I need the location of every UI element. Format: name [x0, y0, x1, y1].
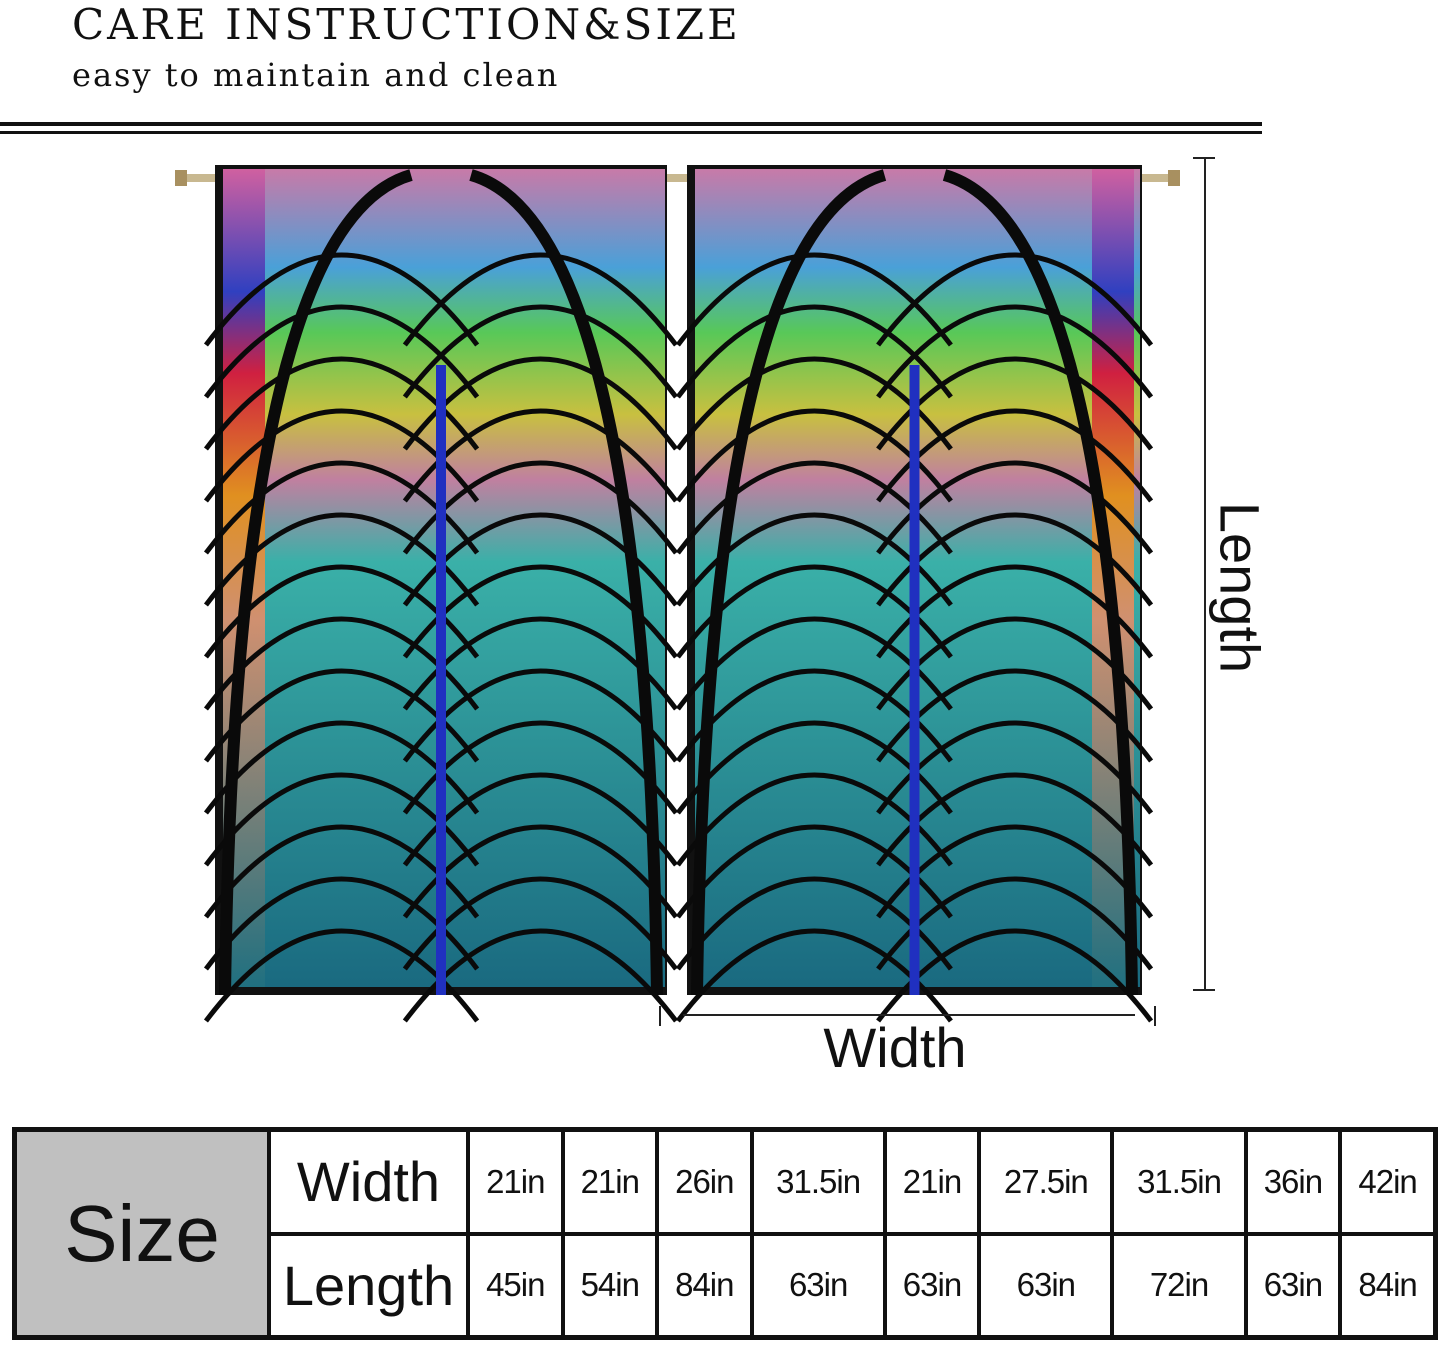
width-cell: 21in [560, 1127, 660, 1236]
curtain-panel-left [203, 165, 679, 1023]
length-cell: 45in [466, 1231, 565, 1340]
curtain-rod [175, 170, 1180, 186]
length-cell: 84in [1338, 1231, 1438, 1340]
length-cell: 54in [560, 1231, 660, 1340]
width-label: Width [823, 1016, 967, 1079]
length-cell: 63in [1243, 1231, 1343, 1340]
row-label-length: Length [267, 1231, 470, 1340]
divider [0, 122, 1262, 126]
divider [0, 131, 1262, 134]
width-cell: 31.5in [1110, 1127, 1248, 1236]
curtain-illustration [175, 157, 1215, 1026]
size-table: Size Width 21in 21in 26in 31.5in 21in 27… [12, 1127, 1438, 1340]
row-label-width: Width [267, 1127, 470, 1236]
width-dimension-line [659, 1006, 1156, 1026]
length-cell: 72in [1110, 1231, 1248, 1340]
length-cell: 63in [977, 1231, 1115, 1340]
table-row: Size Width 21in 21in 26in 31.5in 21in 27… [12, 1127, 1438, 1340]
width-cell: 36in [1243, 1127, 1343, 1236]
width-cell: 26in [655, 1127, 754, 1236]
width-cell: 21in [882, 1127, 982, 1236]
size-header: Size [12, 1127, 271, 1340]
width-cell: 42in [1338, 1127, 1438, 1236]
width-cell: 31.5in [749, 1127, 887, 1236]
page-title: CARE INSTRUCTION&SIZE [72, 0, 741, 49]
length-label: Length [1208, 501, 1272, 674]
table-row: Length 45in 54in 84in 63in 63in 63in 72i… [15, 1231, 1438, 1340]
curtain-panel-right [675, 165, 1154, 1023]
length-cell: 63in [882, 1231, 982, 1340]
length-cell: 63in [749, 1231, 887, 1340]
width-cell: 21in [466, 1127, 565, 1236]
width-cell: 27.5in [977, 1127, 1115, 1236]
length-cell: 84in [655, 1231, 754, 1340]
length-dimension-line [1193, 157, 1215, 991]
page-subtitle: easy to maintain and clean [72, 56, 560, 94]
